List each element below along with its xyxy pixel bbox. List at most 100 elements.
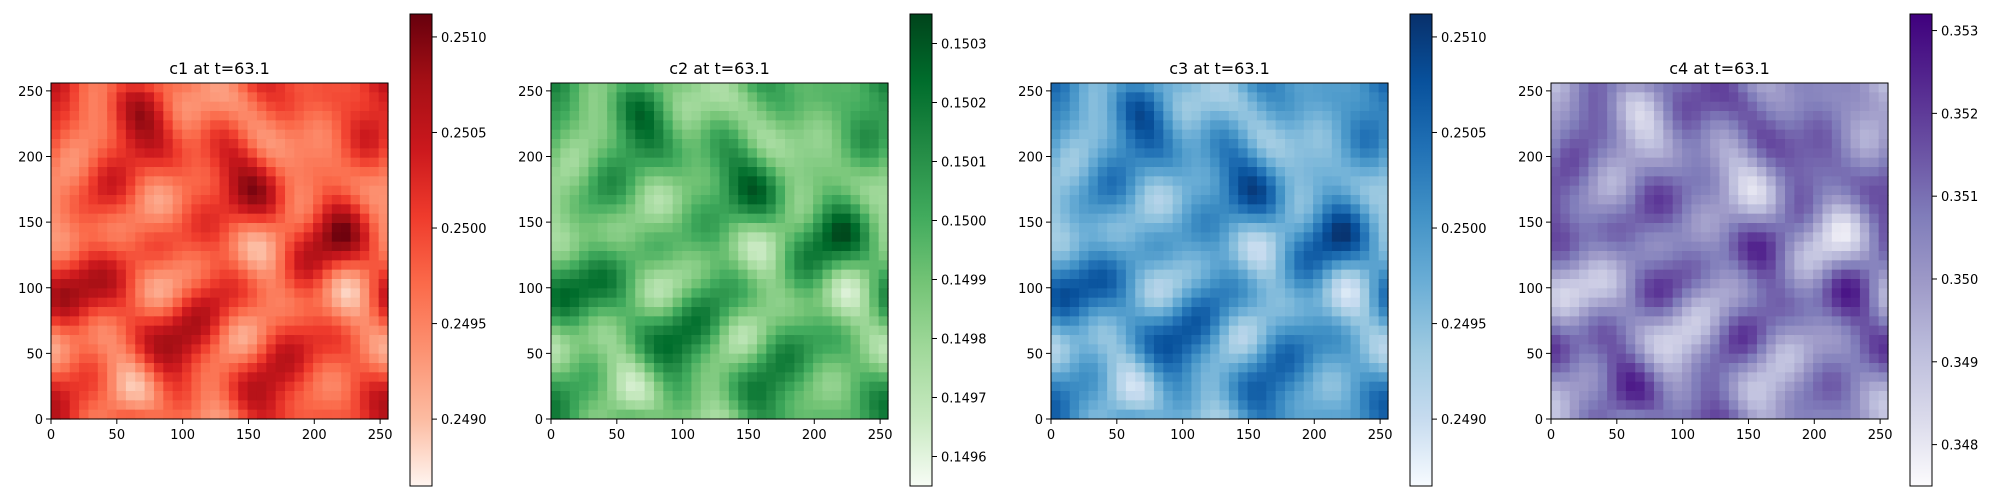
heatmap-cell <box>191 269 202 280</box>
heatmap-cell <box>1616 400 1627 411</box>
heatmap-cell <box>1144 241 1155 252</box>
heatmap-cell <box>1069 400 1080 411</box>
heatmap-cell <box>1551 409 1561 420</box>
heatmap-cell <box>322 204 333 215</box>
heatmap-cell <box>294 409 305 420</box>
heatmap-cell <box>135 251 146 261</box>
heatmap-cell <box>1700 260 1711 271</box>
heatmap-cell <box>1079 83 1090 93</box>
heatmap-cell <box>107 297 118 308</box>
heatmap-cell <box>551 400 561 411</box>
heatmap-cell <box>1191 381 1202 392</box>
heatmap-cell <box>125 111 136 121</box>
heatmap-cell <box>1331 297 1342 308</box>
heatmap-cell <box>125 344 136 355</box>
heatmap-cell <box>1569 335 1580 345</box>
heatmap-cell <box>785 176 795 187</box>
heatmap-cell <box>247 269 258 280</box>
heatmap-cell <box>163 195 174 205</box>
heatmap-cell <box>1378 148 1389 159</box>
heatmap-cell <box>228 251 239 261</box>
heatmap-cell <box>1200 129 1211 140</box>
heatmap-cell <box>579 288 590 299</box>
heatmap-cell <box>210 353 221 364</box>
heatmap-cell <box>710 344 721 355</box>
heatmap-cell <box>51 120 61 131</box>
heatmap-cell <box>1766 120 1777 131</box>
heatmap-cell <box>644 260 655 271</box>
heatmap-cell <box>878 185 889 196</box>
y-tick-label: 100 <box>518 282 543 297</box>
heatmap-cell <box>97 139 108 149</box>
heatmap-cell <box>1210 381 1221 392</box>
heatmap-cell <box>822 269 833 280</box>
heatmap-cell <box>60 241 71 252</box>
heatmap-cell <box>191 353 202 364</box>
heatmap-cell <box>728 400 739 411</box>
heatmap-cell <box>1116 213 1127 224</box>
heatmap-cell <box>1700 195 1711 205</box>
heatmap-cell <box>1182 167 1193 177</box>
heatmap-cell <box>107 316 118 327</box>
heatmap-cell <box>1672 279 1683 289</box>
heatmap-cell <box>1125 101 1136 112</box>
heatmap-cell <box>682 325 693 336</box>
heatmap-cell <box>1107 232 1118 243</box>
heatmap-cell <box>813 195 824 205</box>
heatmap-cell <box>378 307 389 317</box>
heatmap-cell <box>172 101 183 112</box>
heatmap-cell <box>1747 232 1758 243</box>
heatmap-cell <box>247 391 258 401</box>
heatmap-cell <box>1794 400 1805 411</box>
heatmap-cell <box>551 409 561 420</box>
heatmap-cell <box>869 111 880 121</box>
heatmap-cell <box>313 157 324 168</box>
heatmap-cell <box>116 129 127 140</box>
heatmap-cell <box>1256 400 1267 411</box>
heatmap-cell <box>1247 325 1258 336</box>
heatmap-cell <box>60 185 71 196</box>
heatmap-cell <box>135 176 146 187</box>
heatmap-cell <box>1738 111 1749 121</box>
heatmap-cell <box>756 92 767 103</box>
heatmap-cell <box>1644 260 1655 271</box>
heatmap-cell <box>135 344 146 355</box>
heatmap-cell <box>1210 391 1221 401</box>
heatmap-cell <box>822 307 833 317</box>
heatmap-cell <box>700 363 711 373</box>
heatmap-cell <box>859 111 870 121</box>
heatmap-cell <box>1607 316 1618 327</box>
heatmap-cell <box>850 335 861 345</box>
heatmap-cell <box>1135 157 1146 168</box>
heatmap-cell <box>1378 353 1389 364</box>
heatmap-cell <box>831 316 842 327</box>
heatmap-cell <box>813 372 824 383</box>
heatmap-cell <box>728 409 739 420</box>
heatmap-cell <box>775 288 786 299</box>
heatmap-cell <box>850 344 861 355</box>
heatmap-cell <box>1238 176 1249 187</box>
heatmap-cell <box>700 325 711 336</box>
heatmap-cell <box>1710 269 1721 280</box>
heatmap-cell <box>1653 279 1664 289</box>
heatmap-cell <box>1191 344 1202 355</box>
heatmap-cell <box>569 316 580 327</box>
heatmap-cell <box>663 129 674 140</box>
heatmap-cell <box>1144 325 1155 336</box>
heatmap-cell <box>1803 157 1814 168</box>
heatmap-cell <box>1331 176 1342 187</box>
heatmap-cell <box>210 344 221 355</box>
heatmap-cell <box>1756 335 1767 345</box>
heatmap-cell <box>1682 111 1693 121</box>
heatmap-cell <box>785 344 795 355</box>
heatmap-cell <box>1322 204 1333 215</box>
heatmap-cell <box>378 92 389 103</box>
heatmap-cell <box>756 204 767 215</box>
heatmap-cell <box>256 195 267 205</box>
heatmap-cell <box>644 297 655 308</box>
heatmap-cell <box>869 204 880 215</box>
heatmap-cell <box>378 120 389 131</box>
heatmap-cell <box>850 400 861 411</box>
heatmap-cell <box>560 335 571 345</box>
heatmap-cell <box>672 120 683 131</box>
